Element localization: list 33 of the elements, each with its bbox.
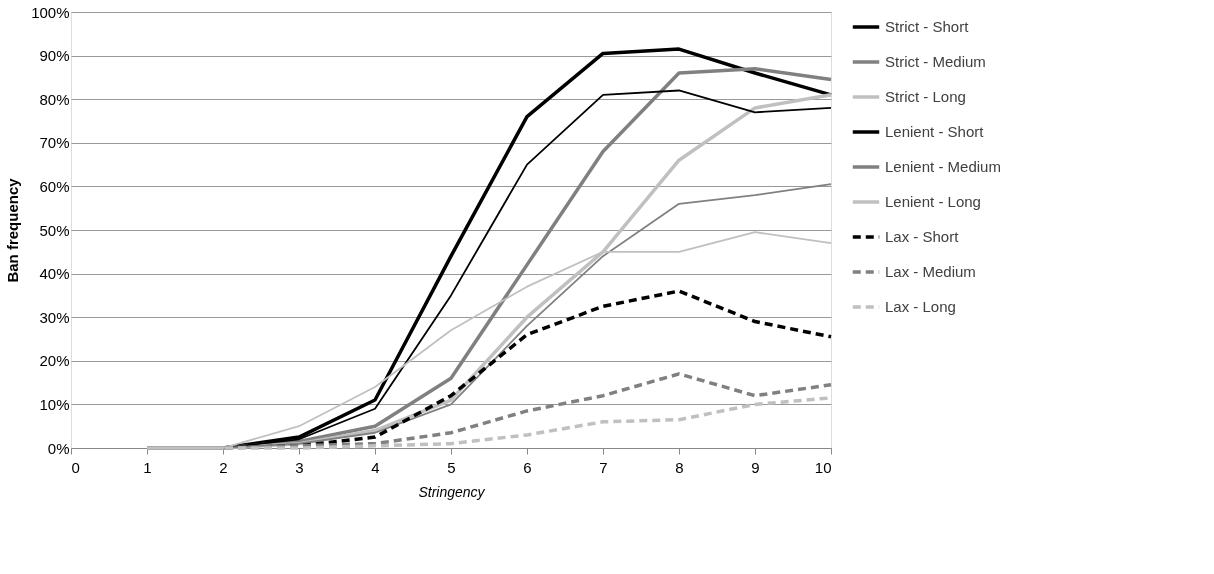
y-tick-label: 10% [39,395,70,413]
y-tick-label: 90% [39,47,70,65]
x-tick-label: 2 [219,458,228,476]
y-tick-label: 0% [47,439,70,457]
legend-label: Lax - Long [885,298,956,315]
x-tick-label: 8 [675,458,684,476]
x-tick-label: 7 [599,458,608,476]
x-tick-label: 10 [814,458,832,476]
legend-label: Strict - Medium [885,53,986,70]
y-tick-label: 50% [39,221,70,239]
y-tick-label: 30% [39,308,70,326]
x-tick-label: 4 [371,458,380,476]
y-tick-label: 60% [39,177,70,195]
x-tick-label: 1 [143,458,152,476]
x-tick-label: 9 [751,458,760,476]
legend-label: Lenient - Medium [885,158,1001,175]
x-tick-label: 5 [447,458,456,476]
y-tick-label: 70% [39,134,70,152]
legend-label: Lenient - Long [885,193,981,210]
legend-label: Lax - Short [885,228,960,245]
y-tick-label: 40% [39,265,70,283]
y-tick-label: 20% [39,352,70,370]
x-tick-label: 0 [71,458,80,476]
y-tick-label: 80% [39,90,70,108]
y-tick-label: 100% [31,3,70,21]
y-axis-title: Ban frequency [4,177,22,283]
x-axis-title: Stringency [418,483,486,500]
legend-label: Strict - Long [885,88,966,105]
x-tick-label: 3 [295,458,304,476]
legend-label: Lenient - Short [885,123,985,140]
x-tick-label: 6 [523,458,532,476]
legend-label: Strict - Short [885,18,970,35]
legend-label: Lax - Medium [885,263,976,280]
